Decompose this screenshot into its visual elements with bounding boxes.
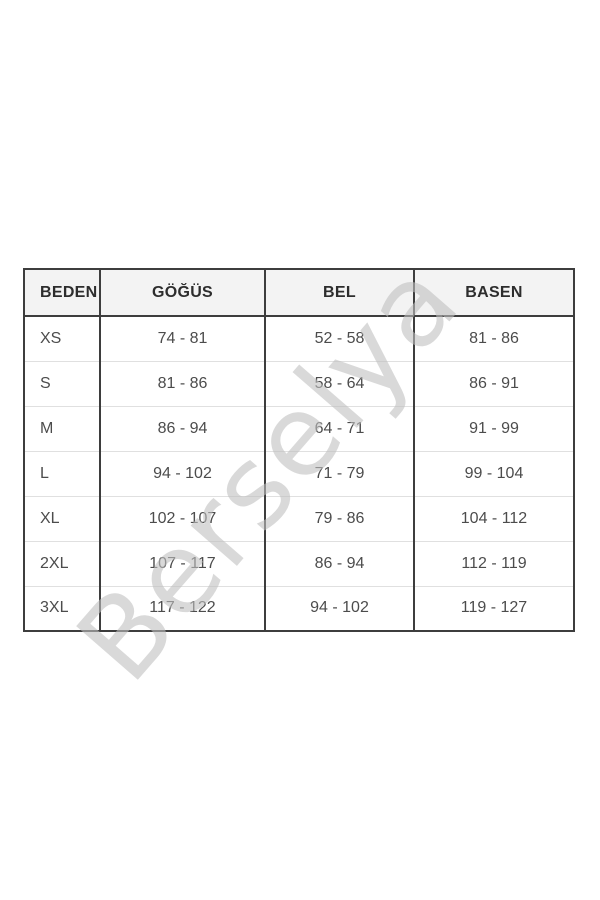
size-cell: 2XL [24,540,100,586]
chest-cell: 107 - 117 [99,540,265,586]
chest-cell: 81 - 86 [99,360,265,406]
size-cell: 3XL [24,585,100,631]
size-chart-table: BEDEN GÖĞÜS BEL BASEN XS 74 - 81 52 - 58… [23,268,575,632]
table-row-2xl: 2XL 107 - 117 86 - 94 112 - 119 [24,540,574,586]
waist-cell: 64 - 71 [264,405,414,451]
size-cell: L [24,450,100,496]
hip-cell: 104 - 112 [413,495,574,541]
waist-cell: 79 - 86 [264,495,414,541]
header-beden: BEDEN [24,269,100,317]
chest-cell: 102 - 107 [99,495,265,541]
size-chart-container: BEDEN GÖĞÜS BEL BASEN XS 74 - 81 52 - 58… [23,268,575,632]
waist-cell: 58 - 64 [264,360,414,406]
table-row-m: M 86 - 94 64 - 71 91 - 99 [24,405,574,451]
waist-cell: 52 - 58 [264,316,414,361]
size-cell: XL [24,495,100,541]
hip-cell: 81 - 86 [413,316,574,361]
table-row-xl: XL 102 - 107 79 - 86 104 - 112 [24,495,574,541]
chest-cell: 117 - 122 [99,585,265,631]
table-header-row: BEDEN GÖĞÜS BEL BASEN [24,269,574,317]
hip-cell: 86 - 91 [413,360,574,406]
waist-cell: 86 - 94 [264,540,414,586]
hip-cell: 112 - 119 [413,540,574,586]
header-basen: BASEN [413,269,574,317]
hip-cell: 119 - 127 [413,585,574,631]
hip-cell: 91 - 99 [413,405,574,451]
size-cell: XS [40,329,62,347]
chest-cell: 94 - 102 [99,450,265,496]
table-row-3xl: 3XL 117 - 122 94 - 102 119 - 127 [24,585,574,631]
header-gogus: GÖĞÜS [99,269,265,317]
hip-cell: 99 - 104 [413,450,574,496]
chest-cell: 74 - 81 [99,316,265,361]
table-row-s: S 81 - 86 58 - 64 86 - 91 [24,360,574,406]
table-row-l: L 94 - 102 71 - 79 99 - 104 [24,450,574,496]
size-cell: M [24,405,100,451]
waist-cell: 94 - 102 [264,585,414,631]
table-row-xs: XS 74 - 81 52 - 58 81 - 86 [24,316,574,361]
size-cell: S [24,360,100,406]
chest-cell: 86 - 94 [99,405,265,451]
header-bel: BEL [264,269,414,317]
waist-cell: 71 - 79 [264,450,414,496]
